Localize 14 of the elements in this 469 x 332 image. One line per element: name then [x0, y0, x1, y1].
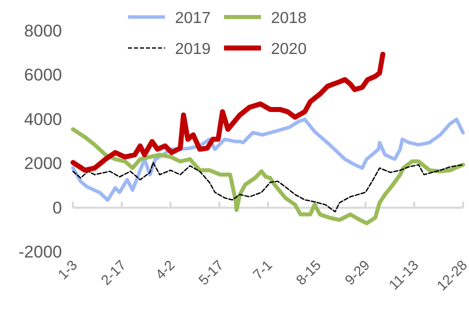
y-tick-label: 6000 [24, 66, 62, 85]
x-tick-label: 7-1 [250, 256, 276, 282]
legend-label: 2018 [271, 10, 307, 27]
line-series [71, 118, 465, 202]
line-series [71, 127, 465, 226]
line-series [72, 162, 464, 212]
y-tick-label: 0 [52, 198, 62, 218]
y-tick-label: 8000 [24, 21, 62, 40]
y-tick-label: 2000 [24, 154, 62, 174]
x-tick-label: 4-2 [152, 256, 178, 282]
legend-label: 2019 [175, 41, 211, 58]
y-tick-label: 4000 [24, 110, 62, 129]
legend-label: 2017 [175, 10, 211, 27]
legend-label: 2020 [271, 41, 307, 58]
